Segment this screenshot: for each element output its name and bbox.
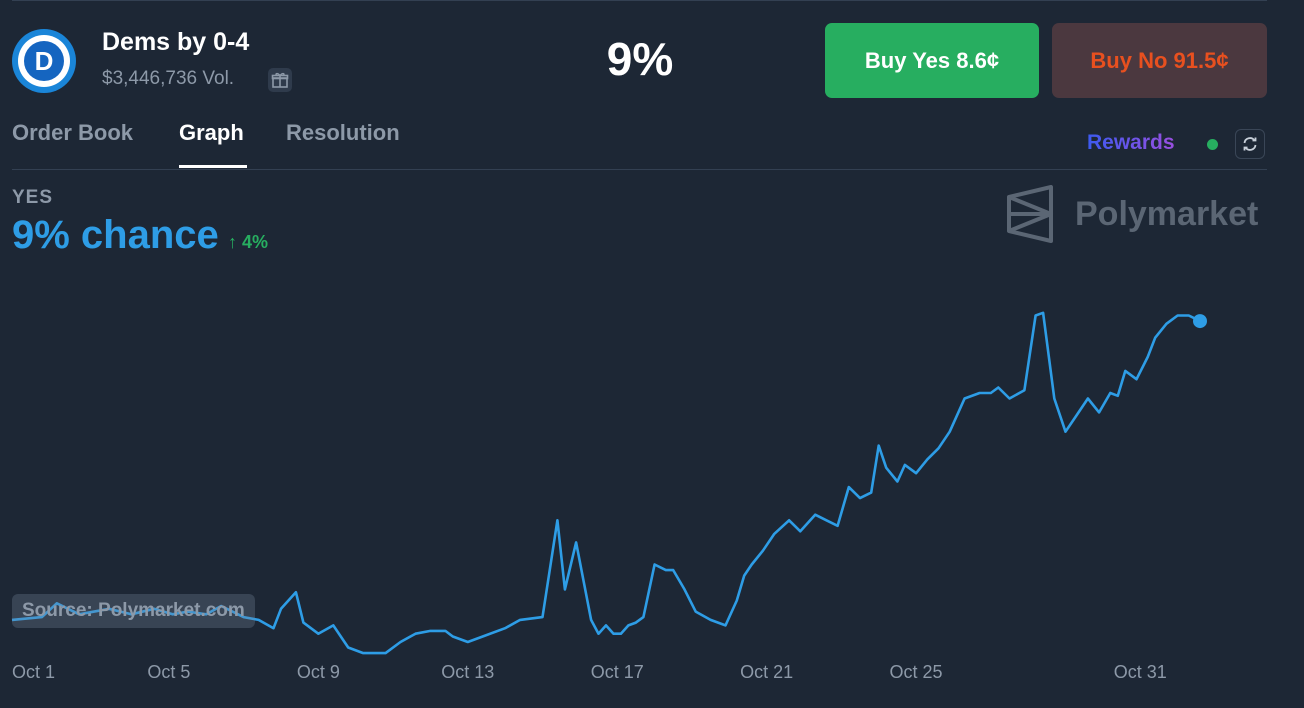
x-tick-label: Oct 17	[591, 662, 644, 682]
market-title: Dems by 0-4	[102, 28, 250, 56]
tabs-divider	[12, 169, 1267, 170]
change-indicator: ↑ 4%	[228, 232, 268, 253]
series-line-yes	[11, 311, 1201, 655]
top-divider	[12, 0, 1267, 1]
tab-graph[interactable]: Graph	[179, 120, 244, 145]
x-tick-label: Oct 21	[740, 662, 793, 682]
current-point-marker	[1193, 314, 1207, 329]
outcome-label: YES	[12, 187, 54, 208]
buy-yes-button[interactable]: Buy Yes 8.6¢	[825, 23, 1039, 98]
tab-resolution[interactable]: Resolution	[286, 120, 400, 145]
x-tick-label: Oct 1	[12, 662, 55, 682]
arrow-up-icon: ↑	[228, 232, 237, 252]
polymarket-logo-icon	[1005, 185, 1057, 248]
change-value: 4%	[242, 232, 269, 252]
democrat-logo-icon: D	[12, 29, 76, 93]
x-tick-label: Oct 5	[147, 662, 190, 682]
tab-order-book[interactable]: Order Book	[12, 120, 134, 145]
chance-value: 9% chance	[12, 213, 219, 257]
price-chart: Oct 1 Oct 5 Oct 9 Oct 13 Oct 17 Oct 21 Oct 25 O…	[11, 311, 1207, 682]
rewards-link[interactable]: Rewards	[1087, 131, 1175, 154]
x-tick-label: Oct 9	[297, 662, 340, 682]
buy-no-button[interactable]: Buy No 91.5¢	[1052, 23, 1267, 98]
x-tick-label: Oct 25	[890, 662, 943, 682]
active-tab-indicator	[179, 165, 247, 168]
refresh-button[interactable]	[1235, 129, 1265, 159]
market-volume: $3,446,736 Vol.	[102, 68, 235, 89]
logo-letter: D	[24, 41, 64, 81]
x-tick-label: Oct 13	[441, 662, 494, 682]
current-probability: 9%	[606, 33, 674, 85]
refresh-icon	[1243, 137, 1257, 151]
source-label: Source: Polymarket.com	[12, 594, 255, 628]
live-status-dot	[1207, 139, 1218, 150]
gift-icon[interactable]	[268, 68, 292, 92]
x-tick-label: Oct 31	[1114, 662, 1167, 682]
brand-name: Polymarket	[1075, 195, 1259, 233]
